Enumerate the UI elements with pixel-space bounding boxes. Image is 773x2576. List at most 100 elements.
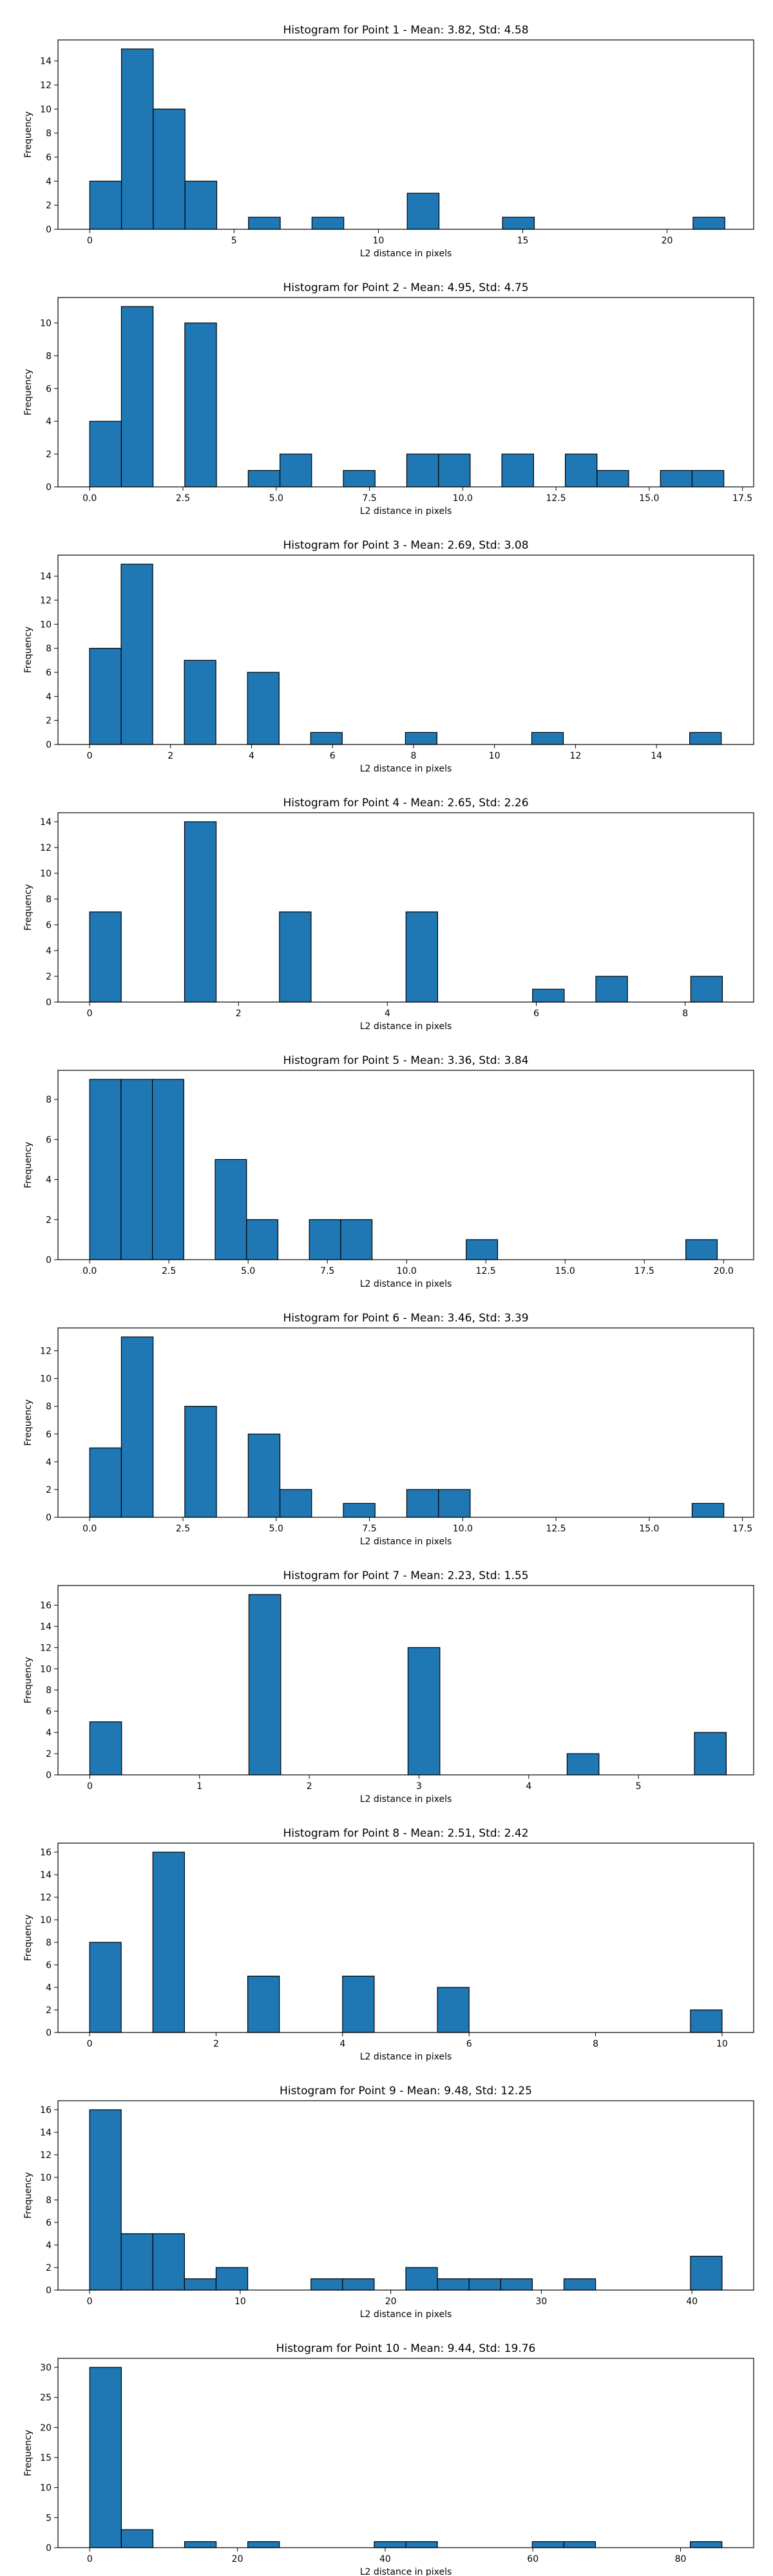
chart-8-y-tick-label: 6 bbox=[46, 1960, 52, 1971]
chart-4-x-tick-label: 0 bbox=[87, 1009, 93, 1019]
chart-10-x-tick-label: 0 bbox=[87, 2554, 93, 2564]
chart-7-x-tick-label: 5 bbox=[636, 1781, 642, 1792]
chart-10-x-tick-label: 80 bbox=[675, 2554, 687, 2564]
chart-7-y-tick-label: 6 bbox=[46, 1707, 52, 1717]
chart-2-bar bbox=[691, 469, 725, 488]
chart-7-y-tick-label: 10 bbox=[40, 1664, 52, 1674]
chart-3-y-tick-label: 6 bbox=[46, 668, 52, 678]
chart-4-y-tick-label: 0 bbox=[46, 998, 52, 1008]
chart-9-y-axis-label: Frequency bbox=[23, 2172, 33, 2219]
chart-3-y-tick-label: 4 bbox=[46, 692, 52, 702]
chart-6-x-tick-label: 0.0 bbox=[82, 1524, 97, 1534]
chart-6-axes-frame bbox=[57, 1327, 754, 1518]
chart-3-y-axis-label: Frequency bbox=[23, 627, 33, 673]
chart-1-y-tick-label: 6 bbox=[46, 153, 52, 163]
chart-3-bar bbox=[247, 672, 280, 745]
chart-2-bar bbox=[406, 453, 439, 488]
chart-7-axes-frame bbox=[57, 1585, 754, 1776]
chart-9-y-tick-label: 4 bbox=[46, 2240, 52, 2251]
chart-6-bar bbox=[438, 1489, 471, 1518]
chart-4-bar bbox=[405, 911, 439, 1003]
chart-10-y-axis-label: Frequency bbox=[23, 2430, 33, 2476]
chart-2-x-tick-label: 0.0 bbox=[82, 493, 97, 504]
chart-10-x-tick-label: 20 bbox=[232, 2554, 243, 2564]
chart-1-bar bbox=[248, 216, 281, 230]
chart-3-y-tick-label: 8 bbox=[46, 644, 52, 654]
chart-6-title: Histogram for Point 6 - Mean: 3.46, Std:… bbox=[283, 1312, 528, 1325]
chart-1-y-tick-label: 10 bbox=[40, 104, 52, 115]
chart-9-y-tick-label: 12 bbox=[40, 2150, 52, 2161]
chart-2-y-tick-label: 0 bbox=[46, 482, 52, 493]
chart-10-y-tick-label: 10 bbox=[40, 2483, 52, 2494]
chart-5-bar bbox=[246, 1219, 279, 1260]
chart-9-bar bbox=[500, 2278, 533, 2291]
chart-2-y-tick-label: 6 bbox=[46, 384, 52, 394]
chart-4-axes-frame bbox=[57, 812, 754, 1003]
chart-2-title: Histogram for Point 2 - Mean: 4.95, Std:… bbox=[283, 281, 528, 294]
chart-2-bar bbox=[184, 322, 217, 488]
chart-2-bar bbox=[120, 306, 154, 488]
chart-4-x-axis-label: L2 distance in pixels bbox=[360, 1021, 452, 1032]
chart-9-bar bbox=[468, 2278, 501, 2291]
chart-6-bar bbox=[279, 1489, 312, 1518]
chart-1-bar bbox=[406, 193, 440, 230]
chart-8-bar bbox=[690, 2009, 723, 2033]
chart-1-bar bbox=[502, 216, 535, 230]
chart-5-bar bbox=[89, 1079, 122, 1260]
chart-1-bar bbox=[89, 180, 122, 230]
chart-1-x-tick-label: 5 bbox=[231, 236, 237, 246]
chart-3-x-tick-label: 4 bbox=[249, 751, 254, 761]
chart-3-bar bbox=[184, 659, 216, 745]
chart-8-x-tick-label: 2 bbox=[213, 2039, 219, 2049]
chart-10-bar bbox=[89, 2367, 122, 2548]
chart-4-y-tick-label: 6 bbox=[46, 920, 52, 931]
chart-7-x-tick-label: 3 bbox=[416, 1781, 422, 1792]
chart-4-y-tick-label: 14 bbox=[40, 817, 52, 828]
chart-6-bar bbox=[247, 1434, 281, 1518]
chart-4-bar bbox=[279, 911, 312, 1003]
chart-2-axes-frame bbox=[57, 297, 754, 488]
chart-7-bar bbox=[89, 1721, 122, 1776]
chart-6-bar bbox=[184, 1406, 217, 1518]
chart-4-bar bbox=[690, 976, 723, 1003]
chart-1-y-tick-label: 4 bbox=[46, 176, 52, 187]
chart-9-bar bbox=[184, 2278, 217, 2291]
chart-2-bar bbox=[343, 469, 376, 488]
chart-2-y-tick-label: 2 bbox=[46, 450, 52, 460]
chart-9-axes-frame bbox=[57, 2100, 754, 2291]
chart-3-y-tick-label: 0 bbox=[46, 740, 52, 750]
chart-6-bar bbox=[343, 1502, 376, 1518]
chart-5-x-tick-label: 17.5 bbox=[635, 1266, 654, 1276]
chart-7-y-tick-label: 16 bbox=[40, 1600, 52, 1611]
chart-8-bar bbox=[152, 1852, 185, 2033]
chart-7-y-tick-label: 0 bbox=[46, 1770, 52, 1781]
chart-10-y-tick-label: 5 bbox=[46, 2513, 52, 2523]
chart-1-x-tick-label: 0 bbox=[87, 236, 93, 246]
chart-10-y-tick-label: 20 bbox=[40, 2423, 52, 2433]
chart-1-bar bbox=[153, 108, 186, 230]
chart-5-title: Histogram for Point 5 - Mean: 3.36, Std:… bbox=[283, 1054, 528, 1067]
chart-10-y-tick-label: 0 bbox=[46, 2543, 52, 2553]
chart-5-y-tick-label: 4 bbox=[46, 1175, 52, 1186]
chart-1-x-tick-label: 20 bbox=[662, 236, 673, 246]
chart-3-y-tick-label: 12 bbox=[40, 596, 52, 606]
chart-9-bar bbox=[215, 2267, 249, 2291]
chart-6-x-tick-label: 5.0 bbox=[269, 1524, 283, 1534]
chart-8-x-tick-label: 4 bbox=[339, 2039, 345, 2049]
chart-5-y-tick-label: 2 bbox=[46, 1215, 52, 1226]
chart-4-y-tick-label: 4 bbox=[46, 946, 52, 956]
chart-1-bar bbox=[311, 216, 345, 230]
chart-10-bar bbox=[184, 2541, 217, 2548]
chart-1-y-axis-label: Frequency bbox=[23, 111, 33, 158]
chart-3-x-tick-label: 6 bbox=[330, 751, 336, 761]
chart-10-bar bbox=[531, 2541, 564, 2548]
chart-6-y-tick-label: 6 bbox=[46, 1430, 52, 1440]
chart-8-axes-frame bbox=[57, 1842, 754, 2033]
chart-7-y-tick-label: 12 bbox=[40, 1643, 52, 1653]
chart-5-y-tick-label: 8 bbox=[46, 1095, 52, 1105]
chart-9-x-tick-label: 30 bbox=[535, 2297, 547, 2307]
chart-10-x-axis-label: L2 distance in pixels bbox=[360, 2567, 452, 2576]
chart-2-y-tick-label: 8 bbox=[46, 351, 52, 361]
chart-7-y-tick-label: 8 bbox=[46, 1685, 52, 1696]
